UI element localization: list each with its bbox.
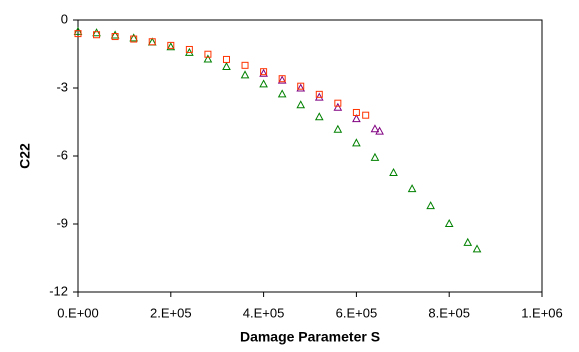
x-tick-label: 6.E+05 [336, 305, 378, 320]
data-point [166, 42, 176, 51]
data-point [375, 126, 384, 135]
data-point [259, 79, 268, 88]
y-tick-label: -6 [56, 147, 68, 162]
data-point [111, 33, 119, 41]
data-point [222, 61, 231, 70]
x-tick-label: 1.E+06 [521, 305, 563, 320]
data-point [222, 55, 230, 63]
data-point [277, 89, 287, 98]
y-tick-label: 0 [61, 11, 68, 26]
data-point [259, 68, 268, 77]
data-point [129, 33, 139, 42]
x-tick-label: 8.E+05 [428, 305, 470, 320]
data-point [204, 50, 212, 58]
data-point [370, 124, 380, 133]
data-point [407, 184, 417, 193]
data-point [296, 100, 306, 109]
data-point [203, 54, 213, 63]
data-point [362, 111, 370, 119]
plot-frame [77, 19, 543, 293]
data-point [167, 41, 175, 49]
data-point [277, 75, 287, 84]
x-tick-label: 0.E+00 [57, 305, 99, 320]
data-point [352, 138, 361, 147]
data-point [296, 83, 306, 92]
data-point [93, 31, 101, 39]
data-point [148, 38, 156, 46]
data-point [240, 70, 250, 79]
data-point [92, 28, 101, 37]
data-point [389, 167, 398, 177]
data-point [426, 201, 435, 210]
data-point [352, 108, 360, 116]
data-point [352, 114, 361, 123]
data-point [370, 152, 380, 161]
data-point [334, 99, 342, 107]
data-point [333, 102, 343, 111]
data-point [147, 37, 157, 46]
data-point [314, 92, 324, 101]
data-point [333, 124, 343, 133]
data-point [185, 45, 193, 53]
y-tick-label: -9 [56, 215, 68, 230]
x-tick-label: 2.E+05 [150, 305, 192, 320]
data-point [74, 30, 82, 38]
y-axis-title: C22 [17, 143, 33, 169]
data-point [260, 68, 268, 76]
data-point [463, 237, 473, 246]
y-tick-label: -12 [49, 283, 68, 298]
data-point [444, 218, 454, 228]
data-point [278, 75, 286, 83]
data-point [241, 61, 249, 69]
y-tick-label: -3 [56, 79, 68, 94]
data-point [110, 30, 120, 39]
data-point [315, 90, 323, 98]
data-point [297, 82, 305, 90]
x-tick-label: 4.E+05 [243, 305, 285, 320]
data-point [314, 112, 324, 121]
x-axis-title: Damage Parameter S [240, 329, 380, 345]
data-point [472, 244, 482, 253]
data-point [130, 35, 138, 43]
